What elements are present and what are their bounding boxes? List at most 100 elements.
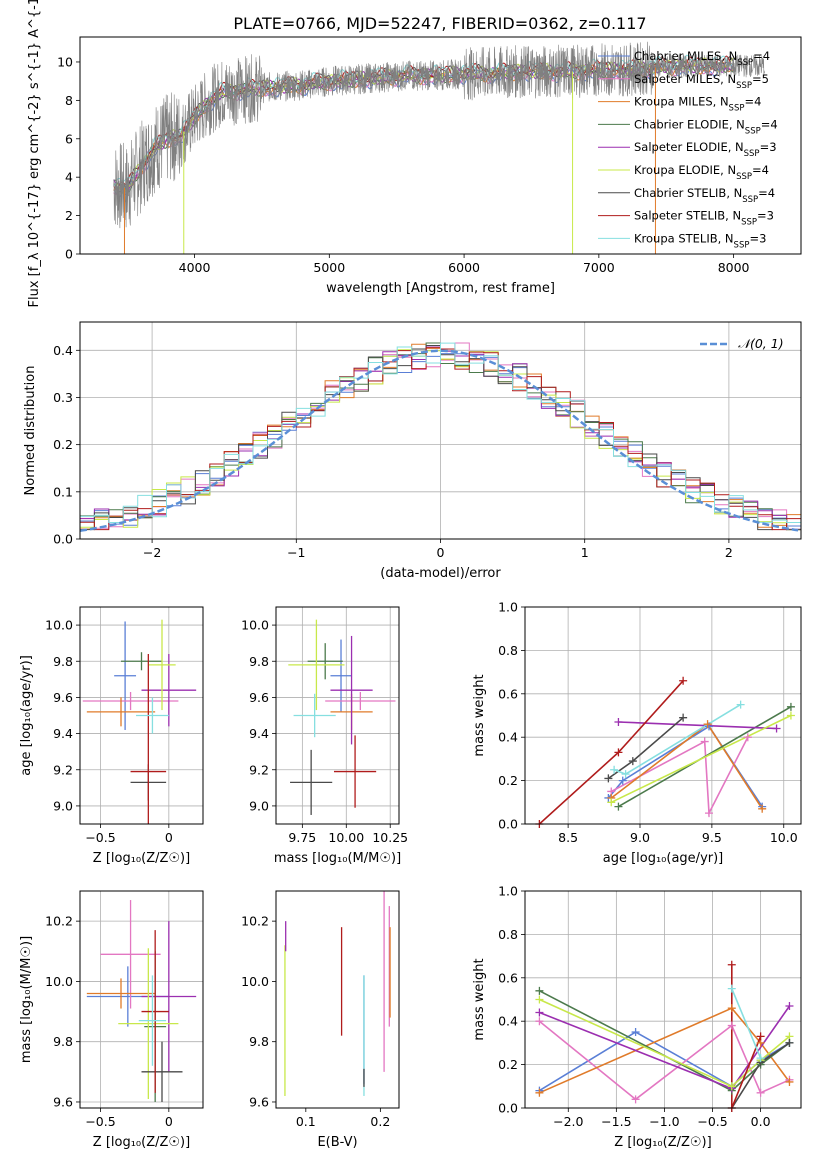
weight-marker: [772, 724, 781, 733]
weight-marker: [743, 733, 752, 742]
weight-marker: [785, 1038, 794, 1047]
y-axis-label: mass weight: [472, 958, 487, 1040]
weight-marker: [727, 960, 736, 969]
y-tick-label: 6: [65, 131, 73, 146]
plot-area-age-vs-Z: [82, 619, 197, 824]
weight-marker: [756, 1032, 765, 1041]
x-tick-label: 5000: [313, 260, 345, 275]
y-axis-label: Flux [f_λ 10^{-17} erg cm^{-2} s^{-1} A^…: [27, 0, 42, 307]
plot-area-spectrum: [113, 41, 765, 254]
x-axis-label: (data-model)/error: [380, 566, 501, 581]
weight-marker: [535, 1088, 544, 1097]
x-tick-label: 0.2: [370, 1114, 390, 1129]
x-axis-label: mass [log₁₀(M/M☉)]: [274, 851, 401, 866]
plot-area-mass-vs-Z: [86, 900, 197, 1102]
panel-weight-vs-age: 8.5 9.0 9.5 10.0 0.0 0.2 0.4 0.6 0.8 1.0 age [log₁…: [472, 600, 802, 866]
x-tick-label: 0: [165, 830, 173, 845]
y-tick-label: 4: [65, 170, 73, 185]
weight-marker: [535, 995, 544, 1004]
x-tick-label: −1.5: [601, 1114, 631, 1129]
panel-residuals: −2 −1 0 1 2 0.0 0.1 0.2 0.3 0.4 (data-model)/error…: [23, 321, 802, 581]
axes-frame: [79, 321, 802, 540]
y-tick-label: 0: [65, 247, 73, 262]
x-tick-label: 10.00: [328, 830, 364, 845]
weight-marker: [785, 1002, 794, 1011]
x-tick-label: −1.0: [649, 1114, 679, 1129]
y-tick-label: 9.6: [249, 1094, 269, 1109]
legend-label: 𝒩(0, 1): [738, 336, 784, 351]
weight-marker: [705, 809, 713, 818]
axes-frame: [79, 890, 204, 1109]
weight-marker: [703, 720, 712, 729]
y-tick-label: 9.8: [249, 1034, 269, 1049]
weight-line-1: [610, 736, 749, 817]
y-axis-label: mass [log₁₀(M/M☉)]: [19, 936, 34, 1063]
weight-marker: [618, 776, 627, 785]
x-tick-label: 9.5: [702, 830, 722, 845]
y-tick-label: 0.6: [498, 970, 518, 985]
y-tick-label: 0.4: [53, 343, 73, 358]
x-tick-label: 1: [581, 545, 589, 560]
weight-marker: [610, 765, 619, 774]
legend-label: Salpeter MILES, NSSP=5: [634, 72, 769, 91]
weight-marker: [614, 802, 623, 811]
normal-reference-curve: [80, 349, 799, 532]
weight-marker: [700, 737, 709, 746]
panel-age-vs-mass: 9.75 10.00 10.25 9.0 9.2 9.4 9.6 9.8 10.0 mass [l…: [241, 606, 408, 866]
weight-marker: [607, 798, 616, 807]
weight-marker: [604, 774, 613, 783]
panel-weight-vs-Z: −2.0 −1.5 −1.0 −0.5 0.0 0.0 0.2 0.4 0.6 0.8 1.0 Z […: [472, 884, 802, 1150]
x-tick-label: 0: [437, 545, 445, 560]
legend-label: Kroupa STELIB, NSSP=3: [634, 231, 766, 250]
x-tick-label: 10.0: [770, 830, 798, 845]
y-tick-label: 10.2: [45, 914, 73, 929]
weight-marker: [786, 711, 795, 720]
y-tick-label: 0.4: [498, 1014, 518, 1029]
y-axis-label: age [log₁₀(age/yr)]: [19, 655, 34, 776]
y-tick-label: 0.0: [498, 1101, 518, 1116]
plot-area-age-vs-mass: [288, 619, 396, 815]
weight-marker: [727, 1004, 736, 1013]
x-axis-label: wavelength [Angstrom, rest frame]: [326, 281, 555, 296]
y-tick-label: 0.8: [498, 643, 518, 658]
y-tick-label: 0.4: [498, 730, 518, 745]
x-tick-label: 0: [165, 1114, 173, 1129]
panel-mass-vs-ebv: 0.1 0.2 9.6 9.8 10.0 10.2 E(B-V): [241, 890, 400, 1150]
axes-frame: [79, 606, 204, 825]
axes-frame: [275, 890, 400, 1109]
x-tick-label: 7000: [583, 260, 615, 275]
y-tick-label: 10.0: [45, 974, 73, 989]
plot-area-weight-vs-age: [538, 680, 792, 824]
x-axis-label: E(B-V): [317, 1135, 357, 1150]
weight-marker: [785, 1077, 794, 1086]
weight-marker: [727, 1082, 736, 1091]
y-tick-label: 0.8: [498, 927, 518, 942]
y-tick-label: 0.6: [498, 686, 518, 701]
plot-area-mass-vs-ebv: [284, 891, 391, 1096]
weight-line-3: [539, 990, 790, 1092]
weight-marker: [628, 757, 637, 766]
x-tick-label: 0.0: [751, 1114, 771, 1129]
y-tick-label: 0.0: [53, 532, 73, 547]
y-tick-label: 9.0: [249, 798, 269, 813]
weight-line-7: [731, 964, 762, 1108]
x-tick-label: 8.5: [558, 830, 578, 845]
weight-marker: [631, 1095, 640, 1104]
figure-title: PLATE=0766, MJD=52247, FIBERID=0362, z=0…: [233, 14, 646, 33]
weight-marker: [631, 1028, 640, 1037]
y-tick-label: 9.8: [249, 654, 269, 669]
legend-label: Kroupa ELODIE, NSSP=4: [634, 163, 769, 182]
axes-frame: [524, 890, 802, 1109]
x-tick-label: 6000: [448, 260, 480, 275]
y-tick-label: 0.2: [498, 773, 518, 788]
panel-mass-vs-Z: −0.5 0 9.6 9.8 10.0 10.2 Z [log₁₀(Z/Z☉)] mass […: [19, 890, 204, 1150]
y-tick-label: 0.3: [53, 390, 73, 405]
weight-marker: [758, 804, 767, 813]
weight-marker: [756, 1088, 765, 1097]
y-tick-label: 0.2: [498, 1057, 518, 1072]
x-tick-label: 10.25: [372, 830, 408, 845]
x-axis-label: Z [log₁₀(Z/Z☉)]: [93, 1135, 190, 1150]
x-tick-label: −1: [287, 545, 305, 560]
